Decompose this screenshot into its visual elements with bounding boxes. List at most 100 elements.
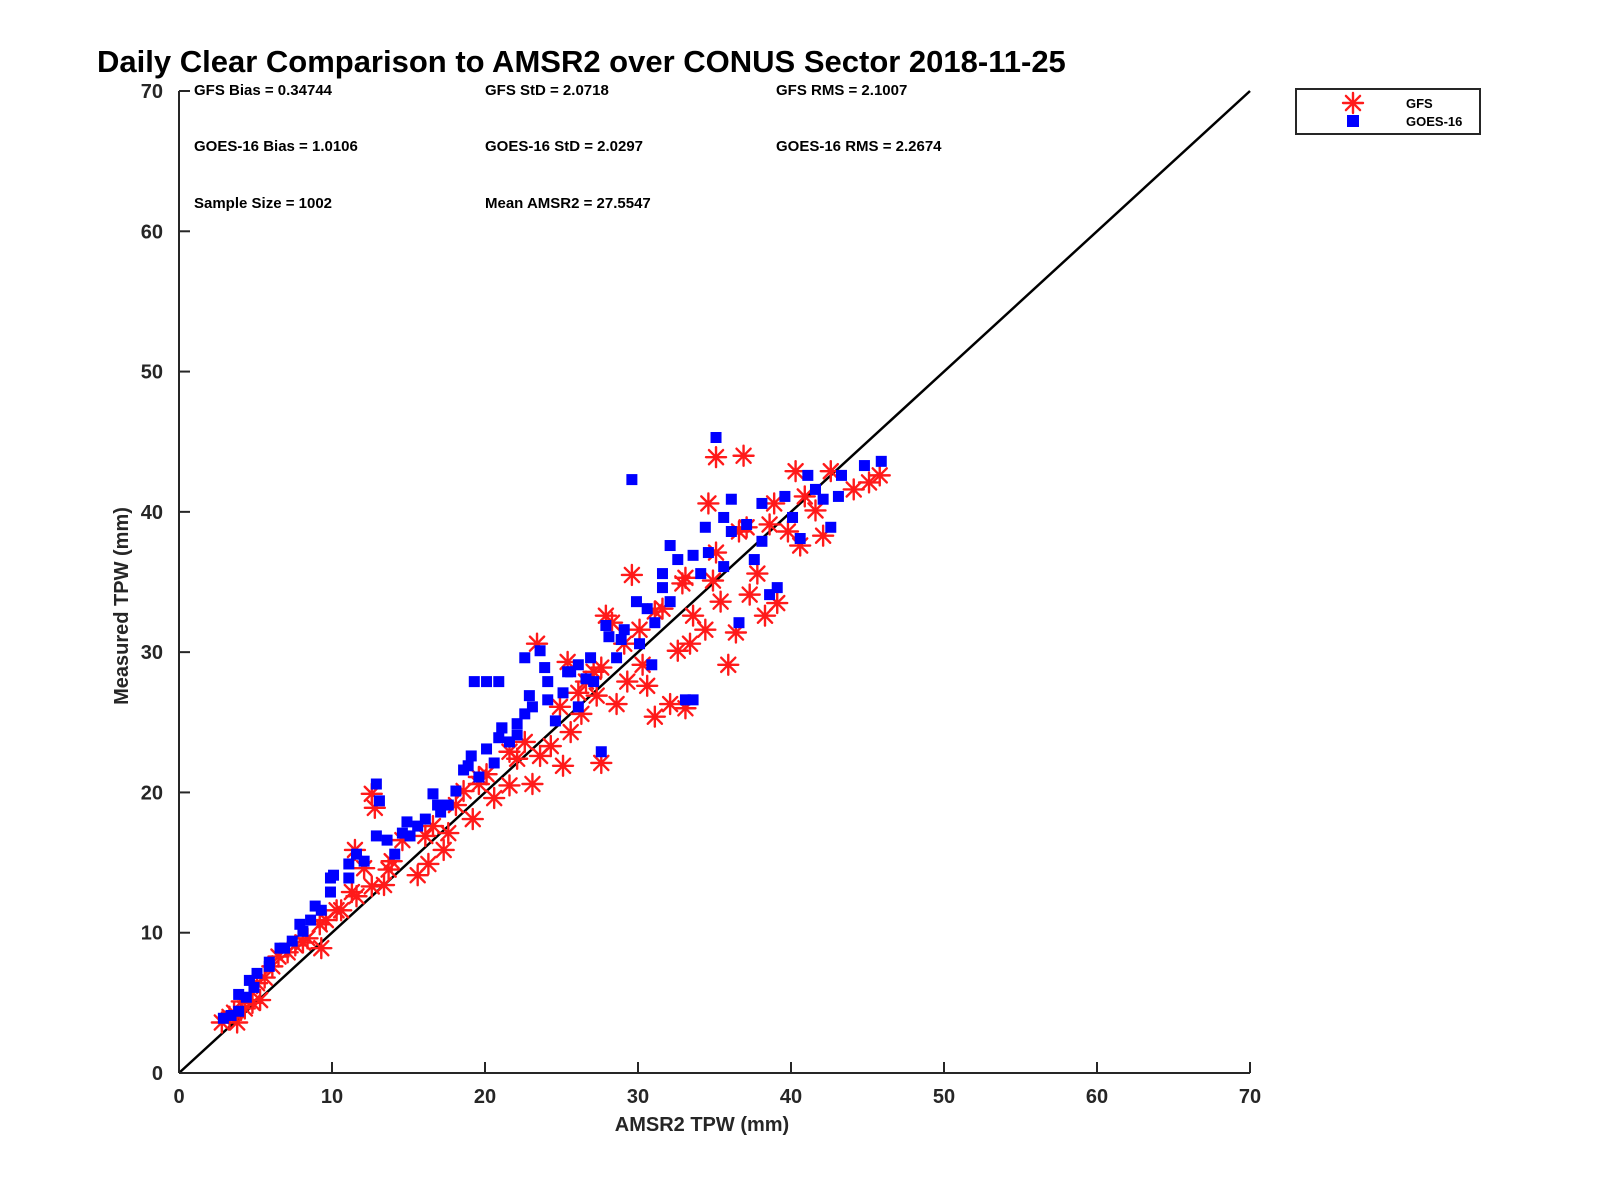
goes16-point xyxy=(511,718,523,730)
gfs-point xyxy=(658,692,682,716)
goes16-point xyxy=(656,568,668,580)
y-axis-label: Measured TPW (mm) xyxy=(111,507,133,705)
goes16-point xyxy=(875,455,887,467)
goes16-point xyxy=(832,490,844,502)
gfs-point xyxy=(738,583,761,606)
gfs-point xyxy=(567,681,590,705)
goes16-point xyxy=(794,533,806,545)
gfs-point xyxy=(498,774,521,797)
goes16-point xyxy=(294,918,306,930)
legend: GFS GOES-16 xyxy=(1295,88,1481,135)
series-goes-16 xyxy=(217,432,887,1024)
stat-annotation: GFS Bias = 0.34744 xyxy=(194,82,333,99)
stat-annotation: Mean AMSR2 = 27.5547 xyxy=(485,195,651,212)
goes16-point xyxy=(488,757,500,769)
goes16-point xyxy=(389,848,401,860)
goes16-point xyxy=(309,900,321,912)
chart-title: Daily Clear Comparison to AMSR2 over CON… xyxy=(97,44,1066,79)
goes16-point xyxy=(699,521,711,533)
goes16-point xyxy=(373,795,385,807)
stat-annotation: GOES-16 RMS = 2.2674 xyxy=(776,138,942,155)
y-tick-label: 70 xyxy=(141,81,163,103)
gfs-point xyxy=(432,838,455,862)
goes16-point xyxy=(263,956,275,968)
goes16-point xyxy=(764,589,776,601)
goes16-point xyxy=(233,1005,245,1017)
gfs-point xyxy=(345,885,368,908)
statistics-annotations: GFS Bias = 0.34744 GFS StD = 2.0718 GFS RM… xyxy=(194,82,942,212)
goes16-point xyxy=(580,673,592,685)
y-tick-label: 30 xyxy=(141,642,163,664)
goes16-point xyxy=(419,813,431,825)
data-points xyxy=(210,432,891,1034)
gfs-point xyxy=(842,478,865,501)
gfs-point xyxy=(732,444,755,467)
gfs-point xyxy=(590,751,613,775)
goes16-point xyxy=(286,935,298,947)
goes16-point xyxy=(595,746,607,758)
stat-annotation: GOES-16 StD = 2.0297 xyxy=(485,138,643,155)
y-tick-label: 50 xyxy=(141,362,163,384)
gfs-point xyxy=(620,563,644,587)
x-tick-label: 30 xyxy=(627,1086,649,1108)
gfs-point xyxy=(329,899,353,922)
tick-labels: 0 10 20 30 40 50 60 70 0 10 20 30 40 50 60 70 xyxy=(141,81,1261,1108)
goes16-point xyxy=(542,676,554,688)
goes16-point xyxy=(481,676,493,688)
goes16-point xyxy=(493,676,505,688)
gfs-point xyxy=(643,705,667,728)
goes16-point xyxy=(641,603,653,615)
goes16-point xyxy=(557,687,569,699)
axes xyxy=(178,90,1251,1074)
goes16-point xyxy=(679,694,691,706)
goes16-point xyxy=(756,497,768,509)
goes16-point xyxy=(588,676,600,688)
gfs-point xyxy=(548,695,572,719)
goes16-point xyxy=(718,561,730,573)
gfs-point xyxy=(704,445,728,469)
gfs-point xyxy=(372,873,396,897)
goes16-point xyxy=(710,432,722,444)
y-tick-label: 0 xyxy=(152,1063,163,1085)
x-tick-label: 40 xyxy=(780,1086,802,1108)
goes16-point xyxy=(251,967,263,979)
x-tick-label: 20 xyxy=(474,1086,496,1108)
gfs-point xyxy=(678,632,702,655)
goes16-point xyxy=(687,549,699,561)
gfs-point xyxy=(804,499,827,522)
gfs-point xyxy=(681,604,705,627)
x-tick-label: 70 xyxy=(1239,1086,1261,1108)
goes16-point xyxy=(626,474,638,486)
gfs-point xyxy=(746,562,769,585)
gfs-point xyxy=(605,692,628,716)
gfs-point xyxy=(857,471,881,494)
goes16-point xyxy=(493,732,505,744)
goes16-point xyxy=(741,518,753,530)
goes16-point xyxy=(611,652,623,664)
goes16-point xyxy=(297,925,309,937)
goes16-point xyxy=(279,942,291,954)
gfs-point xyxy=(590,656,613,679)
goes16-point xyxy=(858,460,870,472)
goes16-point xyxy=(468,676,480,688)
gfs-point xyxy=(513,730,536,754)
goes16-point xyxy=(634,638,646,650)
stat-annotation: GOES-16 Bias = 1.0106 xyxy=(194,138,358,155)
x-tick-label: 60 xyxy=(1086,1086,1108,1108)
goes16-point xyxy=(687,694,699,706)
goes16-point xyxy=(539,662,551,674)
goes16-point xyxy=(511,729,523,741)
goes16-point xyxy=(523,690,535,702)
gfs-point xyxy=(674,566,697,589)
y-tick-label: 10 xyxy=(141,923,163,945)
goes16-point xyxy=(404,830,416,842)
stat-annotation: GFS StD = 2.0718 xyxy=(485,82,609,99)
x-tick-label: 0 xyxy=(173,1086,184,1108)
gfs-point xyxy=(521,772,544,796)
goes16-point xyxy=(672,554,684,566)
goes16-point xyxy=(771,582,783,594)
goes16-point xyxy=(702,547,714,559)
legend-gfs-marker xyxy=(1341,91,1365,115)
legend-label: GOES-16 xyxy=(1406,114,1462,129)
goes16-point xyxy=(835,469,847,481)
